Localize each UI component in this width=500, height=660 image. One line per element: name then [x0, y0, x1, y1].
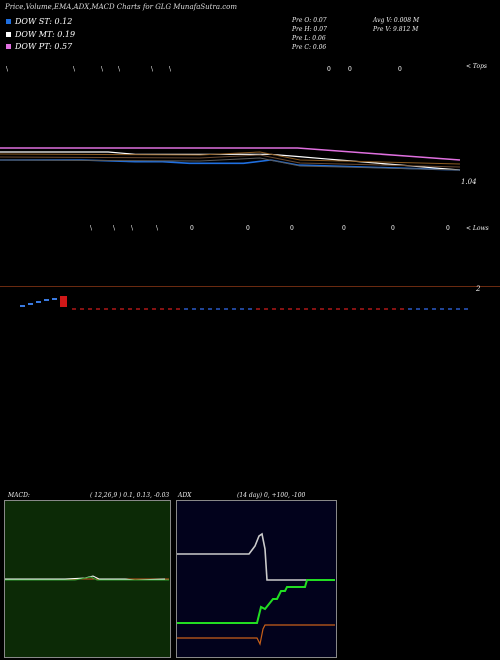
macd-params: ( 12,26,9 ) 0.1, 0.13, -0.03 — [90, 492, 170, 499]
tops-marker: \ — [151, 66, 154, 73]
tops-marker: 0 — [327, 66, 331, 73]
lows-marker: \ — [156, 225, 159, 232]
tops-marker: 0 — [398, 66, 402, 73]
adx-params: (14 day) 0, +100, -100 — [237, 492, 306, 499]
lows-label: < Lows — [466, 225, 489, 232]
avg-volume: Avg V: 0.008 M — [373, 17, 420, 24]
macd-label: MACD: — [8, 492, 30, 499]
lows-marker: 0 — [246, 225, 250, 232]
tops-marker: 0 — [348, 66, 352, 73]
adx-chart — [177, 532, 335, 646]
pre-low: Pre L: 0.06 — [292, 35, 326, 42]
tops-marker: \ — [169, 66, 172, 73]
macd-chart — [5, 575, 169, 581]
chart-title: Price,Volume,EMA,ADX,MACD Charts for GLG… — [5, 3, 238, 11]
lows-marker: \ — [113, 225, 116, 232]
tops-marker: \ — [101, 66, 104, 73]
dow-mt-swatch — [6, 32, 11, 37]
plus-di-line — [177, 579, 335, 624]
dow-pt-swatch — [6, 44, 11, 49]
adx-line — [177, 532, 335, 581]
minus-di-line — [177, 624, 335, 646]
volume-level-label: 2 — [476, 285, 481, 293]
dow-mt-label: DOW MT: 0.19 — [15, 30, 76, 39]
ema-line — [0, 151, 461, 165]
lows-marker: 0 — [190, 225, 194, 232]
tops-marker: \ — [6, 66, 9, 73]
tops-marker: \ — [118, 66, 121, 73]
pre-open: Pre O: 0.07 — [292, 17, 327, 24]
price-line-dow-pt — [0, 147, 461, 161]
legend-dow-st: DOW ST: 0.12 — [6, 17, 72, 26]
volume-separator — [0, 286, 500, 287]
lows-marker: 0 — [342, 225, 346, 232]
lows-marker: \ — [90, 225, 93, 232]
ema-line — [0, 157, 461, 171]
volume-chart — [20, 296, 468, 310]
tops-label: < Tops — [466, 63, 488, 70]
adx-label: ADX — [178, 492, 192, 499]
tops-marker: \ — [73, 66, 76, 73]
dow-st-swatch — [6, 19, 11, 24]
dow-pt-label: DOW PT: 0.57 — [15, 42, 73, 51]
pre-volume: Pre V: 9.812 M — [373, 26, 419, 33]
dow-st-label: DOW ST: 0.12 — [15, 17, 73, 26]
pre-close: Pre C: 0.06 — [292, 44, 327, 51]
lows-marker: 0 — [290, 225, 294, 232]
lows-marker: 0 — [446, 225, 450, 232]
price-chart — [0, 147, 461, 171]
lows-marker: \ — [131, 225, 134, 232]
price-level-label: 1.04 — [461, 178, 477, 186]
macd-signal-line — [5, 576, 169, 581]
legend-dow-pt: DOW PT: 0.57 — [6, 42, 72, 51]
lows-marker: 0 — [391, 225, 395, 232]
legend-dow-mt: DOW MT: 0.19 — [6, 30, 75, 39]
ema-line — [0, 154, 461, 168]
pre-high: Pre H: 0.07 — [292, 26, 327, 33]
volume-bar-down — [60, 296, 67, 307]
price-line-dow-mt — [0, 151, 461, 171]
